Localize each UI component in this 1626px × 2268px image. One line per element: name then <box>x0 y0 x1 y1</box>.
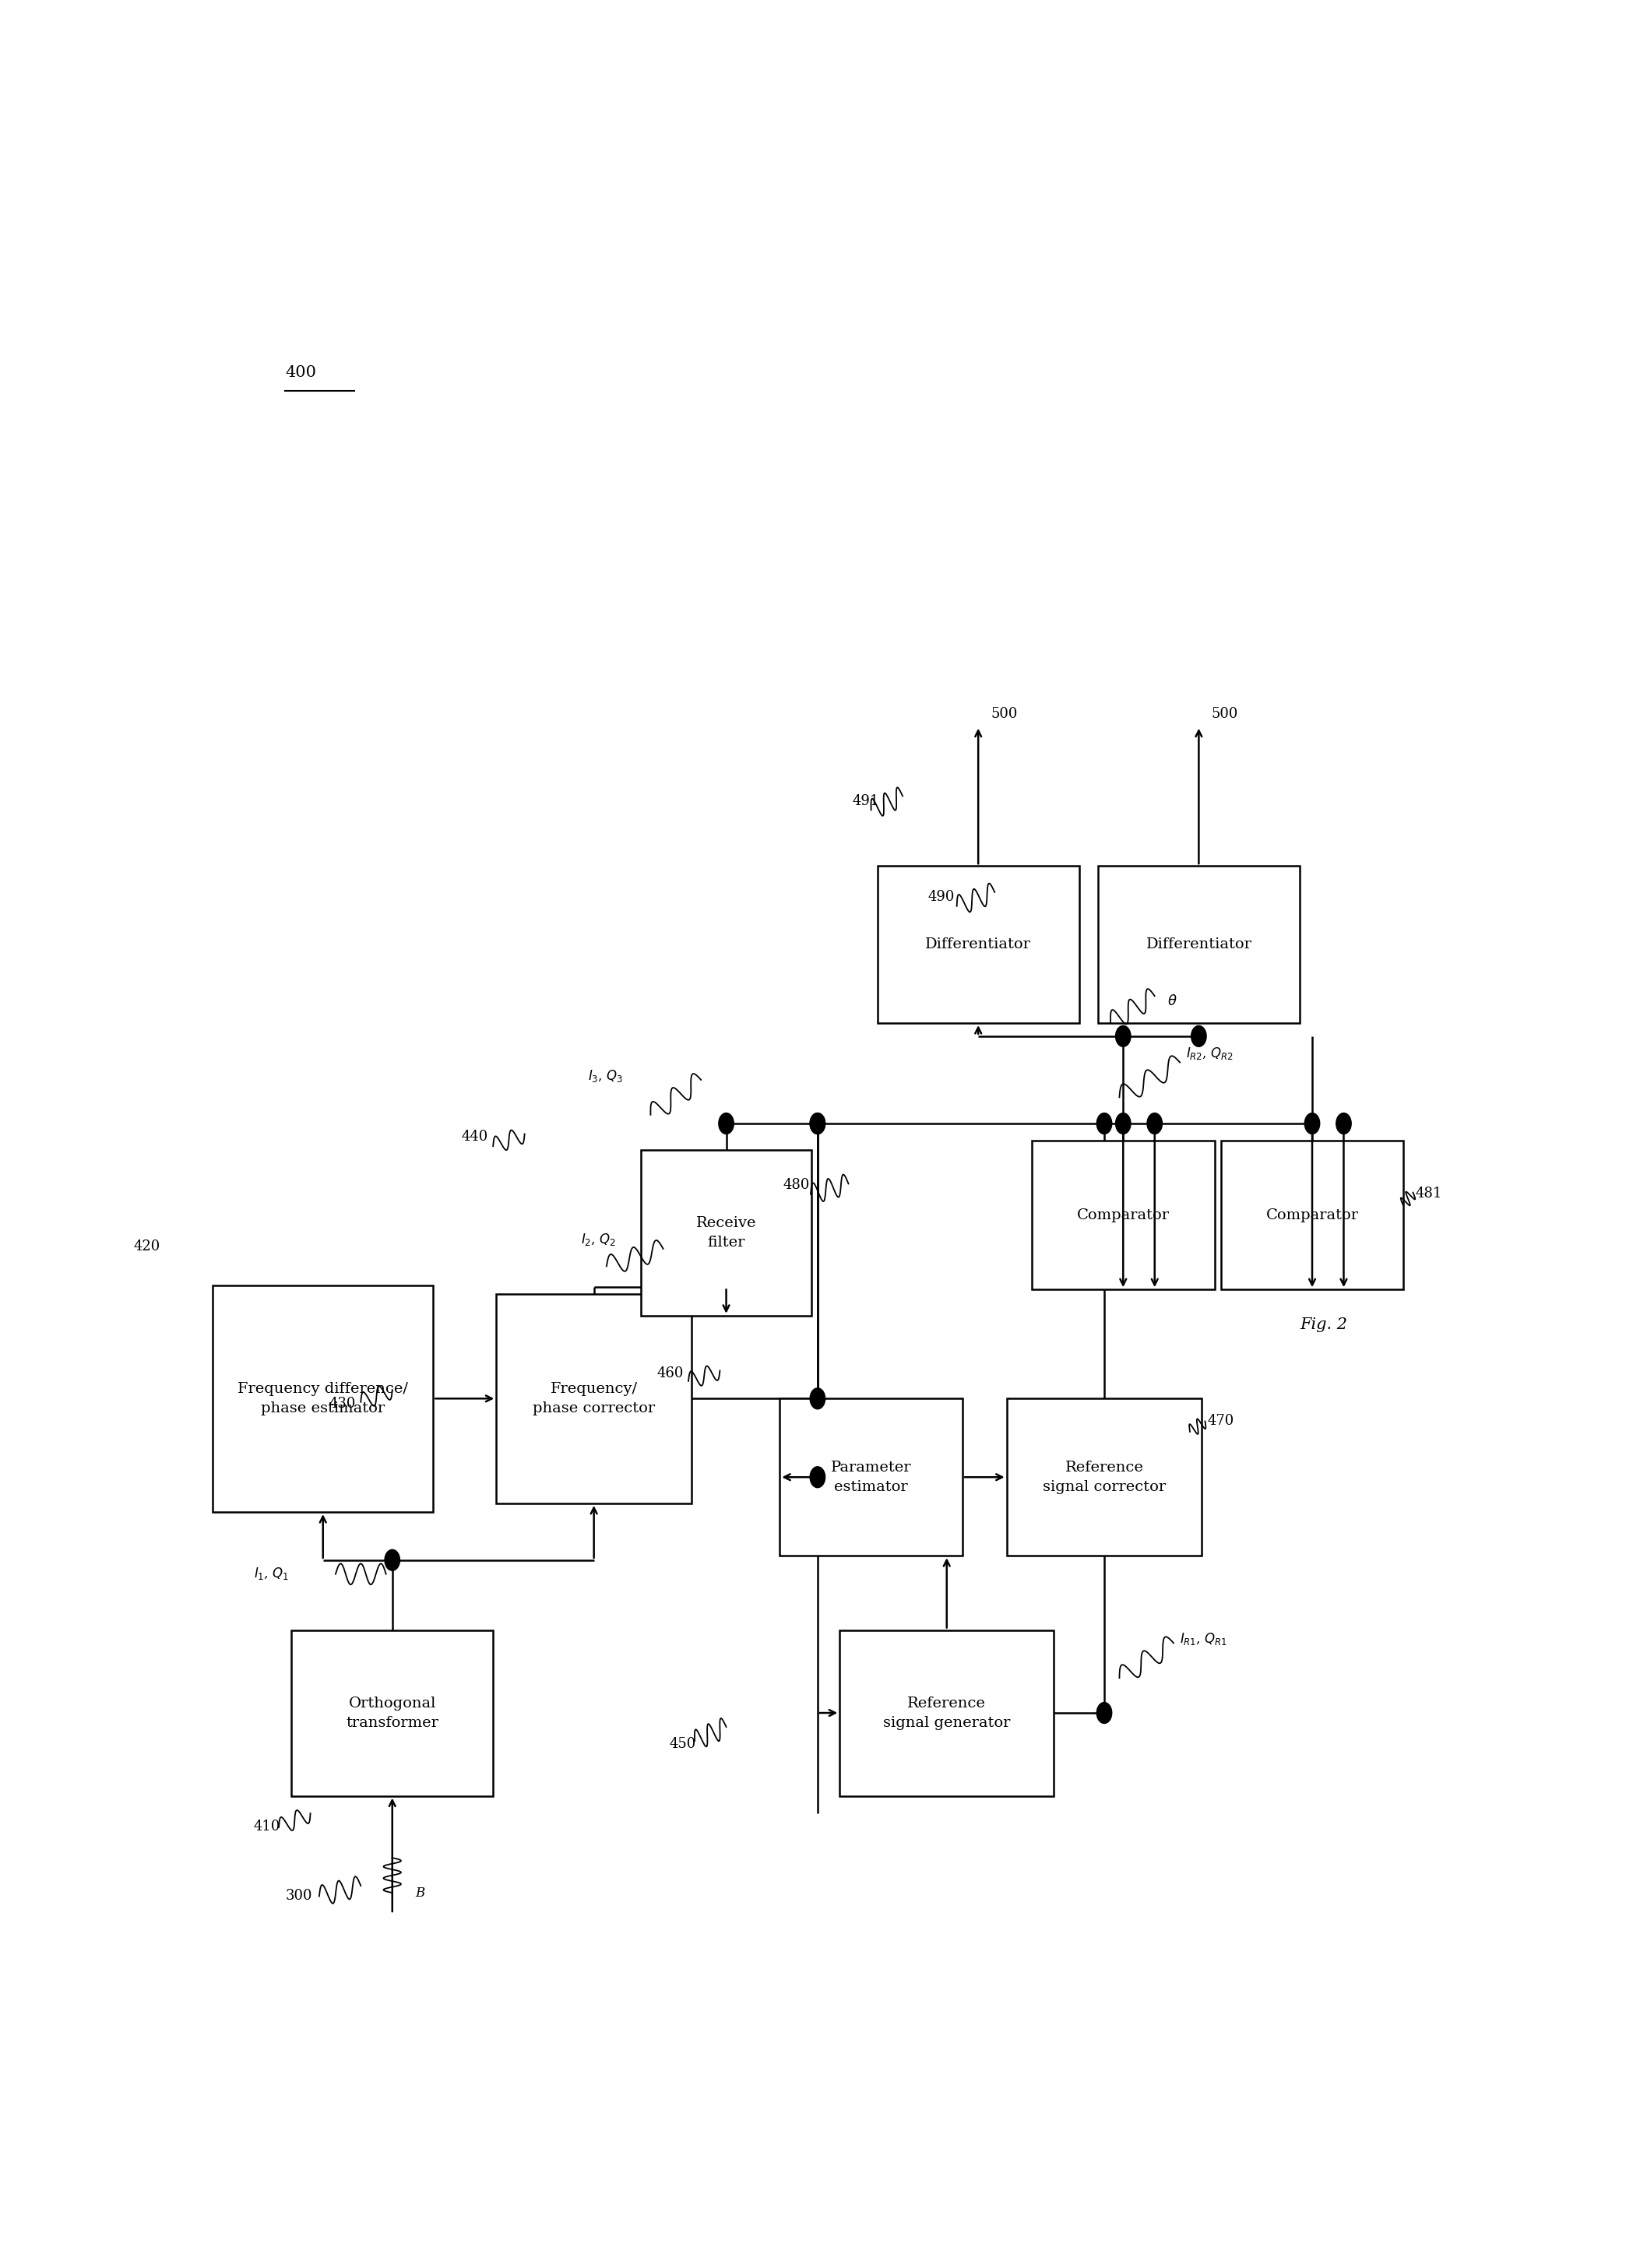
Circle shape <box>1096 1703 1112 1724</box>
Text: 460: 460 <box>657 1368 683 1381</box>
Bar <box>1006 1399 1202 1556</box>
Circle shape <box>810 1114 824 1134</box>
Circle shape <box>810 1467 824 1488</box>
Text: 500: 500 <box>1211 708 1237 721</box>
Text: $I_3$, $Q_3$: $I_3$, $Q_3$ <box>587 1068 623 1084</box>
Text: 420: 420 <box>133 1238 161 1254</box>
Text: 430: 430 <box>328 1397 356 1411</box>
Text: 400: 400 <box>285 365 317 381</box>
Text: Fig. 2: Fig. 2 <box>1299 1318 1346 1331</box>
Text: Frequency/
phase corrector: Frequency/ phase corrector <box>533 1381 655 1415</box>
Text: Reference
signal corrector: Reference signal corrector <box>1042 1461 1166 1495</box>
Text: 491: 491 <box>852 794 880 807</box>
Bar <box>213 1286 433 1513</box>
Circle shape <box>810 1388 824 1408</box>
Text: $\theta$: $\theta$ <box>1167 993 1177 1007</box>
Circle shape <box>1146 1114 1163 1134</box>
Text: Comparator: Comparator <box>1076 1209 1169 1222</box>
Text: $I_2$, $Q_2$: $I_2$, $Q_2$ <box>582 1232 616 1247</box>
Text: $I_{R1}$, $Q_{R1}$: $I_{R1}$, $Q_{R1}$ <box>1180 1631 1228 1647</box>
Bar <box>291 1631 493 1796</box>
Bar <box>1221 1141 1403 1290</box>
Bar <box>839 1631 1054 1796</box>
Circle shape <box>1096 1114 1112 1134</box>
Text: 410: 410 <box>254 1819 280 1835</box>
Text: $I_{R2}$, $Q_{R2}$: $I_{R2}$, $Q_{R2}$ <box>1187 1046 1234 1061</box>
Circle shape <box>810 1114 824 1134</box>
Circle shape <box>1304 1114 1320 1134</box>
Bar <box>641 1150 811 1315</box>
Text: Reference
signal generator: Reference signal generator <box>883 1696 1010 1730</box>
Bar <box>878 866 1080 1023</box>
Text: B: B <box>415 1887 424 1898</box>
Text: 440: 440 <box>462 1129 488 1143</box>
Circle shape <box>1337 1114 1351 1134</box>
Text: 470: 470 <box>1208 1413 1234 1429</box>
Text: 480: 480 <box>782 1177 810 1193</box>
Text: Receive
filter: Receive filter <box>696 1216 756 1250</box>
Circle shape <box>385 1549 400 1569</box>
Text: Parameter
estimator: Parameter estimator <box>831 1461 912 1495</box>
Bar <box>1033 1141 1215 1290</box>
Text: 481: 481 <box>1416 1186 1442 1200</box>
Text: $I_1$, $Q_1$: $I_1$, $Q_1$ <box>254 1565 288 1581</box>
Bar <box>496 1293 691 1504</box>
Bar <box>1098 866 1299 1023</box>
Circle shape <box>719 1114 733 1134</box>
Circle shape <box>1115 1025 1130 1046</box>
Text: 490: 490 <box>928 889 954 905</box>
Text: 450: 450 <box>670 1737 696 1751</box>
Text: 500: 500 <box>990 708 1018 721</box>
Text: Comparator: Comparator <box>1267 1209 1358 1222</box>
Bar <box>780 1399 963 1556</box>
Text: Differentiator: Differentiator <box>925 937 1031 953</box>
Circle shape <box>1115 1114 1130 1134</box>
Text: Differentiator: Differentiator <box>1146 937 1252 953</box>
Text: Frequency difference/
phase estimator: Frequency difference/ phase estimator <box>237 1381 408 1415</box>
Circle shape <box>1192 1025 1206 1046</box>
Text: Orthogonal
transformer: Orthogonal transformer <box>346 1696 439 1730</box>
Text: 300: 300 <box>285 1889 312 1903</box>
